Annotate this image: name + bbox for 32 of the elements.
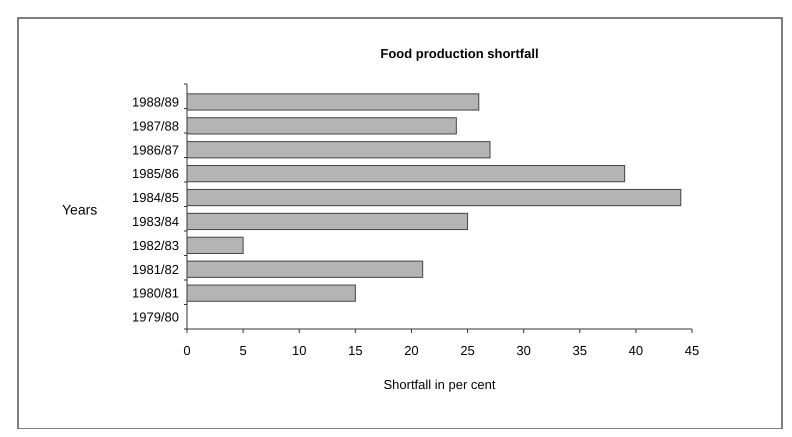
y-tick-label: 1979/80 (132, 310, 179, 325)
bar (186, 260, 424, 278)
x-tick-label: 5 (239, 343, 247, 358)
x-tick-label: 30 (516, 343, 531, 358)
chart-title: Food production shortfall (380, 46, 539, 61)
y-tick-label: 1987/88 (132, 118, 179, 134)
y-tick-label: 1982/83 (132, 238, 179, 253)
y-tick-label: 1984/85 (132, 190, 179, 206)
bar (186, 165, 626, 182)
x-tick-label: 40 (628, 343, 644, 358)
bar (186, 117, 457, 134)
y-tick-label: 1980/81 (132, 286, 179, 301)
x-tick-label: 0 (183, 343, 191, 358)
bar (186, 284, 356, 302)
x-axis-title: Shortfall in per cent (383, 377, 496, 392)
bar (186, 212, 468, 230)
x-tick-label: 25 (460, 343, 475, 358)
bar (186, 188, 682, 206)
bar (186, 236, 244, 254)
x-tick-label: 20 (404, 343, 419, 358)
y-tick-label: 1985/86 (132, 166, 179, 182)
y-axis-title: Years (62, 202, 98, 218)
x-tick-label: 10 (292, 343, 306, 358)
y-tick-label: 1986/87 (132, 142, 179, 158)
bar (186, 141, 490, 158)
y-tick-label: 1981/82 (132, 262, 179, 277)
x-tick-label: 45 (684, 343, 700, 358)
y-tick-label: 1983/84 (132, 214, 179, 229)
x-tick-label: 15 (348, 343, 363, 358)
bar (186, 93, 480, 111)
y-tick-label: 1988/89 (132, 94, 179, 110)
x-tick-label: 35 (572, 343, 588, 358)
